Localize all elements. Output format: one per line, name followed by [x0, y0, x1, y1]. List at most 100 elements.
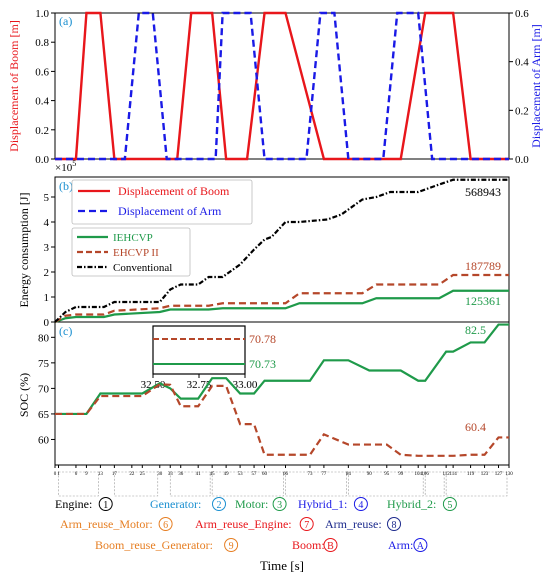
mode-legend-symbol: 9 [229, 541, 234, 552]
panel-a-frame [54, 12, 510, 160]
mode-legend-symbol-circle [98, 497, 113, 511]
y-tick-label: 0 [44, 317, 50, 329]
series-line-displacement-of-arm [55, 11, 509, 161]
panel-c-ylabel: SOC (%) [17, 373, 31, 417]
mode-legend-symbol: 3 [277, 500, 282, 511]
x-axis-label: Time [s] [260, 558, 304, 573]
legend-arm-label: Displacement of Arm [118, 204, 222, 218]
y-tick-label: 75 [38, 358, 50, 370]
y-tick-label: 5 [44, 192, 50, 204]
x-tick-label: 0 [54, 472, 57, 477]
mode-legend: Engine: 1 Generator: 2 Motor: 3 Hybrid_1: 4 Hybr… [55, 497, 457, 552]
mode-legend-symbol: B [327, 541, 334, 552]
x-tick-label: 25 [140, 472, 146, 477]
x-tick-label: 112 [442, 472, 450, 477]
y-tick-label: 60 [38, 434, 50, 446]
annotation-soc-iehcvp: 82.5 [465, 323, 486, 337]
mode-legend-symbol-circle [323, 538, 338, 552]
x-tick-label: 123 [481, 472, 489, 477]
series-line-ehcvp-ii [54, 273, 509, 323]
inset-value-iehcvp: 70.73 [249, 357, 276, 371]
legend-conventional-label: Conventional [113, 262, 172, 274]
mode-box [211, 471, 284, 497]
soc-inset: 70.78 70.73 32.50 32.75 33.00 [141, 325, 276, 391]
x-tick-label: 53 [238, 472, 244, 477]
panel-b-multiplier: ×105 [55, 159, 76, 174]
mode-legend-label: Arm: [388, 538, 413, 552]
x-tick-label: 1 [57, 472, 60, 477]
x-tick-label: 41 [196, 472, 202, 477]
x-tick-label: 99 [398, 472, 404, 477]
x-tick-label: 127 [495, 472, 503, 477]
mode-legend-symbol: 2 [217, 500, 222, 511]
x-tick-label: 13 [98, 472, 104, 477]
x-tick-label: 77 [321, 472, 327, 477]
mode-legend-label: Arm_reuse_Engine: [195, 517, 292, 531]
x-tick-label: 9 [85, 472, 88, 477]
y-tick-label: 4 [44, 217, 50, 229]
y-tick-label: 1.0 [35, 8, 49, 20]
mode-legend-label: Generator: [150, 497, 201, 511]
y2-tick-label: 0.2 [515, 105, 529, 117]
y-tick-label: 1 [44, 292, 50, 304]
x-tick-label: 73 [307, 472, 313, 477]
y-tick-label: 2 [44, 267, 50, 279]
series-line-ehcvp-ii [55, 383, 509, 457]
mode-legend-symbol-circle [224, 538, 239, 552]
x-tick-label: 95 [384, 472, 390, 477]
x-tick-label: 6 [75, 472, 78, 477]
y2-tick-label: 0.0 [515, 154, 529, 166]
mode-legend-label: Boom_reuse_Generator: [95, 538, 213, 552]
mode-legend-label: Motor: [235, 497, 268, 511]
mode-box [424, 471, 445, 497]
mode-legend-symbol-circle [387, 517, 401, 531]
legend-ehcvp2-label: EHCVP II [113, 247, 159, 259]
series-line-conventional [54, 178, 509, 323]
legend-boom-label: Displacement of Boom [118, 184, 230, 198]
x-tick-label: 17 [112, 472, 118, 477]
y-tick-label: 70 [38, 383, 50, 395]
mode-legend-label: Boom: [292, 538, 325, 552]
x-tick-label: 130 [505, 472, 513, 477]
mode-legend-symbol-circle [413, 538, 428, 552]
series-line-iehcvp [55, 323, 509, 416]
panel-b-multiplier-exp: 5 [72, 159, 76, 168]
panel-c-label: (c) [59, 324, 72, 338]
mode-legend-symbol: 4 [358, 500, 363, 511]
x-tick-label: 36 [178, 472, 184, 477]
y-tick-label: 0.6 [35, 66, 49, 78]
x-tick-label: 45 [210, 472, 216, 477]
panel-b-ylabel: Energy consumption [J] [17, 192, 31, 307]
panel-a-label: (a) [59, 14, 72, 28]
x-tick-label: 30 [157, 472, 163, 477]
y-tick-label: 0.4 [35, 96, 49, 108]
mode-legend-symbol: 1 [103, 500, 108, 511]
panel-b-label: (b) [59, 179, 73, 193]
legend-iehcvp-label: IEHCVP [113, 232, 153, 244]
x-tick-label: 90 [367, 472, 373, 477]
x-tick-label: 57 [252, 472, 258, 477]
x-tick-label: 104 [414, 472, 422, 477]
x-tick-label: 33 [168, 472, 174, 477]
mode-legend-label: Hybrid_2: [387, 497, 436, 511]
mode-sequence-boxes [58, 471, 508, 497]
y-tick-label: 0.8 [35, 37, 49, 49]
mode-legend-symbol: 8 [392, 520, 397, 531]
mode-legend-label: Arm_reuse_Motor: [60, 517, 153, 531]
mode-legend-symbol-circle [353, 497, 368, 511]
mode-legend-symbol-circle [272, 497, 287, 511]
y2-tick-label: 0.4 [515, 57, 529, 69]
x-tick-label: 119 [467, 472, 475, 477]
inset-xtick: 33.00 [233, 379, 258, 391]
mode-box [445, 471, 508, 497]
y2-tick-label: 0.6 [515, 8, 529, 20]
legend-methods: IEHCVP EHCVP II Conventional [71, 227, 191, 277]
mode-legend-label: Arm_reuse: [325, 517, 382, 531]
mode-box [114, 471, 159, 497]
x-tick-label: 66 [283, 472, 289, 477]
mode-legend-label: Engine: [55, 497, 92, 511]
mode-box [169, 471, 211, 497]
mode-legend-symbol: 6 [163, 520, 168, 531]
y-tick-label: 0.2 [35, 125, 49, 137]
